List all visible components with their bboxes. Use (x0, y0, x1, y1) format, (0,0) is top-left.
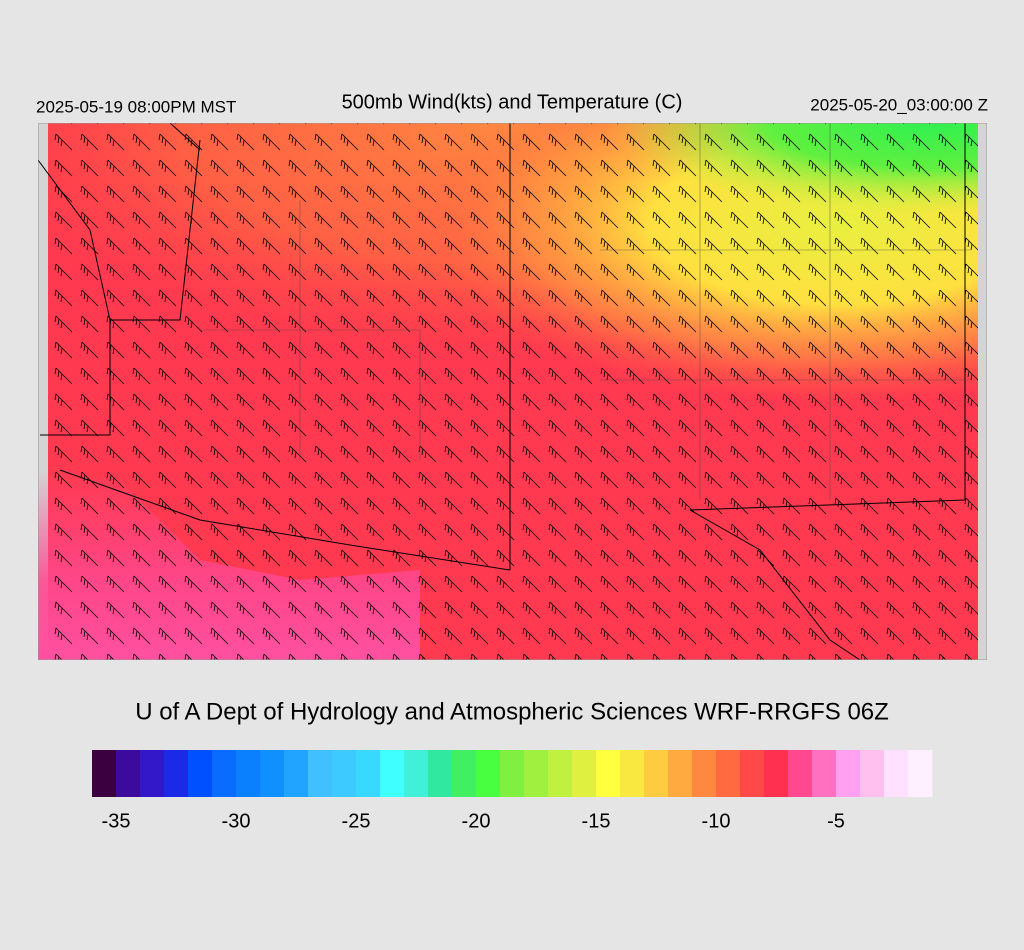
color-bin (740, 750, 765, 797)
county-lines (200, 123, 970, 500)
color-bin (404, 750, 429, 797)
color-bin (428, 750, 453, 797)
color-bin (620, 750, 645, 797)
color-bin (668, 750, 693, 797)
color-bin (860, 750, 885, 797)
color-bin (596, 750, 621, 797)
color-bin (908, 750, 933, 797)
color-bin (308, 750, 333, 797)
color-bin (812, 750, 837, 797)
borders (38, 123, 966, 660)
tick-label: -10 (702, 810, 731, 832)
map (38, 123, 987, 660)
tick-label: -20 (462, 810, 491, 832)
color-bin (644, 750, 669, 797)
color-bin (212, 750, 237, 797)
color-bin (572, 750, 597, 797)
map-title: 500mb Wind(kts) and Temperature (C) (342, 91, 683, 113)
tick-label: -35 (102, 810, 131, 832)
color-bin (260, 750, 285, 797)
tick-label: -25 (342, 810, 371, 832)
colorbar: -35 -30 -25 -20 -15 -10 -5 (92, 750, 933, 832)
credit: U of A Dept of Hydrology and Atmospheric… (135, 698, 889, 725)
color-bin (884, 750, 909, 797)
color-bin (524, 750, 549, 797)
color-bin (356, 750, 381, 797)
color-bin (164, 750, 189, 797)
wind-barbs (48, 123, 978, 660)
color-bin (452, 750, 477, 797)
tick-label: -30 (222, 810, 251, 832)
color-bin (380, 750, 405, 797)
valid-time-utc: 2025-05-20_03:00:00 Z (810, 95, 988, 114)
tick-label: -5 (827, 810, 845, 832)
color-bin (236, 750, 261, 797)
color-bin (836, 750, 861, 797)
color-bin (548, 750, 573, 797)
color-bin (716, 750, 741, 797)
color-bin (764, 750, 789, 797)
tick-label: -15 (582, 810, 611, 832)
valid-time-local: 2025-05-19 08:00PM MST (36, 97, 236, 116)
color-bin (188, 750, 213, 797)
color-bin (116, 750, 141, 797)
color-bin (476, 750, 501, 797)
color-bin (140, 750, 165, 797)
color-bin (692, 750, 717, 797)
color-bin (332, 750, 357, 797)
color-bin (500, 750, 525, 797)
color-bin (788, 750, 813, 797)
color-bin (284, 750, 309, 797)
color-bin (92, 750, 117, 797)
